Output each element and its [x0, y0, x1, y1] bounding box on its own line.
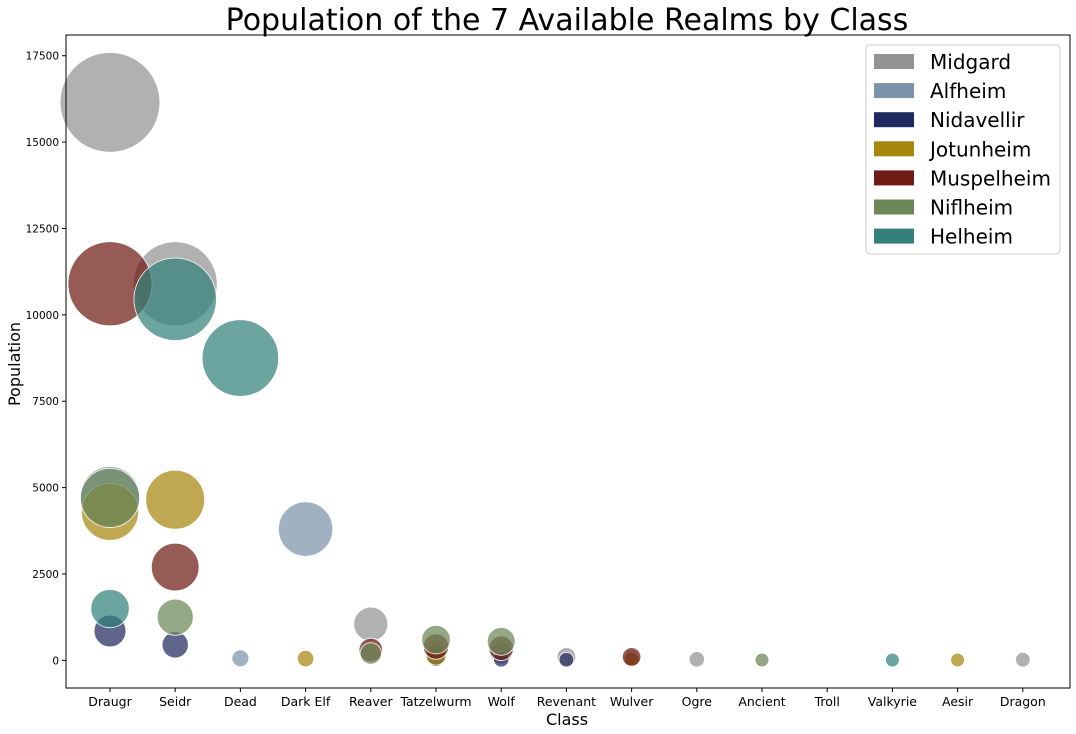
legend-swatch — [874, 228, 914, 244]
legend-swatch — [874, 54, 914, 69]
legend-label: Jotunheim — [928, 137, 1031, 161]
bubble-helheim — [201, 319, 280, 397]
legend: Midgard Alfheim Nidavellir Jotunheim Muspelh… — [865, 44, 1061, 255]
bubble-alfheim — [278, 501, 334, 557]
legend-label: Helheim — [930, 225, 1013, 249]
legend-label: Muspelheim — [930, 166, 1051, 190]
x-tick-label: Valkyrie — [868, 694, 918, 709]
legend-box — [865, 44, 1061, 255]
y-axis-ticks: 0 2500 5000 7500 10000 12500 15000 17500 — [26, 51, 66, 667]
y-tick-label: 5000 — [32, 483, 59, 495]
bubble-niflheim — [359, 642, 382, 665]
legend-swatch — [874, 83, 914, 99]
x-tick-label: Tatzelwurm — [399, 694, 471, 709]
x-tick-label: Wolf — [488, 694, 516, 709]
plot-frame — [65, 34, 1071, 689]
bubble-nidavellir — [558, 651, 575, 668]
x-tick-label: Draugr — [88, 694, 132, 709]
x-tick-label: Troll — [814, 694, 840, 709]
x-tick-label: Dark Elf — [281, 694, 331, 709]
legend-label: Nidavellir — [930, 108, 1025, 132]
x-tick-label: Dead — [224, 694, 257, 709]
bubble-jotunheim — [296, 649, 315, 668]
bubble-jotunheim — [145, 469, 206, 530]
bubble-niflheim — [80, 467, 140, 528]
legend-swatch — [874, 199, 914, 215]
chart-title: Population of the 7 Available Realms by … — [226, 3, 909, 38]
bubble-niflheim — [156, 598, 194, 636]
bubble-midgard — [1015, 651, 1031, 668]
bubble-jotunheim — [950, 652, 965, 668]
y-tick-label: 17500 — [26, 51, 59, 63]
x-tick-label: Dragon — [1000, 694, 1046, 709]
bubble-midgard — [688, 651, 705, 668]
legend-swatch — [874, 141, 914, 157]
x-axis-ticks: Draugr Seidr Dead Dark Elf Reaver Tatzelwurm W… — [88, 688, 1046, 709]
y-tick-label: 10000 — [26, 310, 59, 322]
y-tick-label: 15000 — [26, 137, 59, 149]
bubbles-layer — [59, 52, 1031, 668]
legend-swatch — [874, 170, 914, 186]
x-tick-label: Ogre — [682, 694, 713, 709]
x-tick-label: Seidr — [159, 694, 192, 709]
bubble-muspelheim — [621, 647, 642, 667]
legend-label: Midgard — [930, 50, 1011, 74]
y-tick-label: 12500 — [26, 223, 59, 235]
legend-label: Alfheim — [930, 79, 1006, 103]
bubble-alfheim — [231, 649, 250, 668]
legend-label: Niflheim — [930, 196, 1013, 220]
x-tick-label: Aesir — [942, 694, 974, 709]
legend-swatch — [874, 112, 914, 128]
x-tick-label: Wulver — [610, 694, 654, 709]
x-axis-label: Class — [546, 710, 588, 729]
x-tick-label: Reaver — [349, 694, 394, 709]
bubble-helheim — [133, 257, 217, 341]
x-tick-label: Revenant — [537, 694, 596, 709]
bubble-niflheim — [421, 624, 451, 655]
y-tick-label: 7500 — [32, 396, 59, 408]
bubble-niflheim — [754, 652, 770, 668]
y-tick-label: 2500 — [32, 569, 59, 581]
bubble-midgard — [353, 606, 389, 642]
y-tick-label: 0 — [52, 655, 59, 667]
y-axis-label: Population — [5, 322, 24, 406]
bubble-niflheim — [486, 627, 516, 656]
x-tick-label: Ancient — [738, 694, 785, 709]
bubble-helheim — [885, 652, 900, 668]
bubble-helheim — [90, 588, 130, 629]
bubble-midgard — [59, 52, 161, 153]
bubble-muspelheim — [150, 542, 200, 592]
